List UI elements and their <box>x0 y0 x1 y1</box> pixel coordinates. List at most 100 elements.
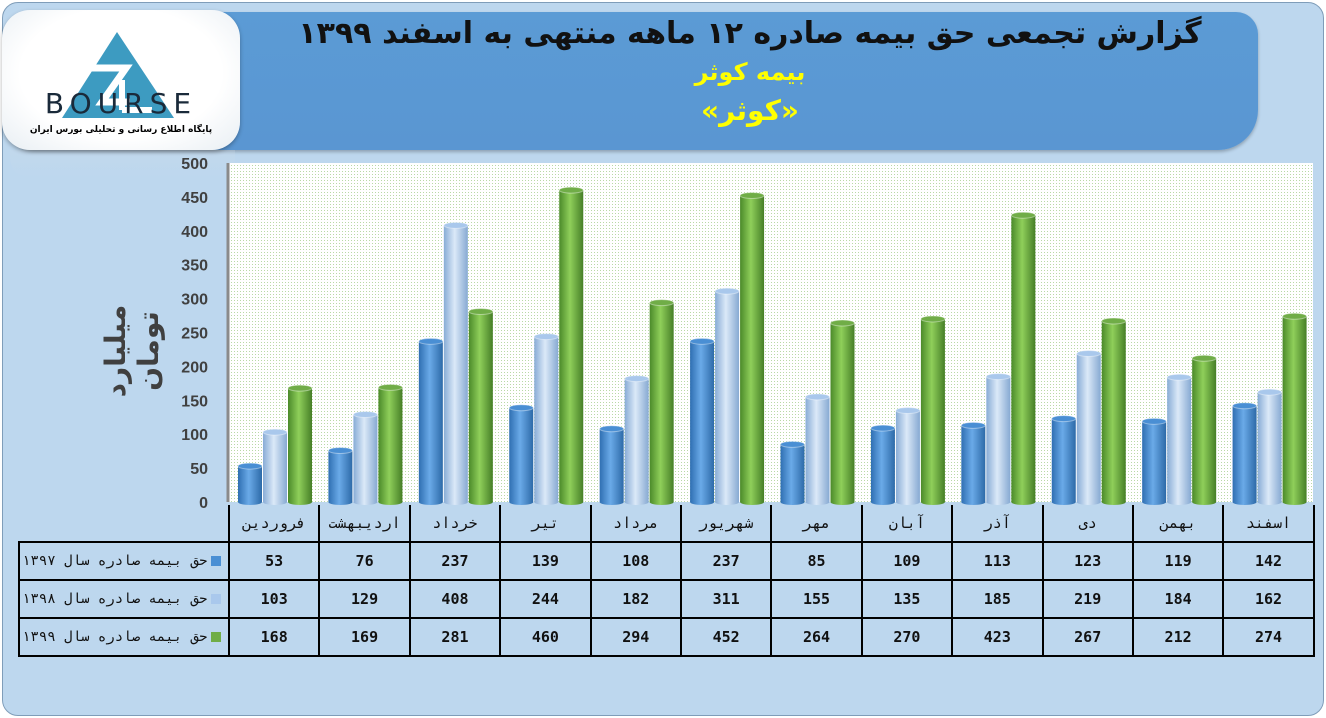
bar <box>353 414 378 502</box>
bar-base <box>690 499 715 505</box>
bar <box>1232 405 1257 502</box>
bar-series1-0 <box>262 428 288 505</box>
category-label: مهر <box>770 505 863 543</box>
bar <box>1257 392 1282 502</box>
category-label: اردیبهشت <box>318 505 411 543</box>
data-cell: 155 <box>770 579 863 619</box>
category-label: آذر <box>951 505 1044 543</box>
bar-cap <box>1101 317 1127 325</box>
y-tick-label: 300 <box>181 292 208 309</box>
bar <box>509 407 534 502</box>
bar-base <box>418 499 443 505</box>
bar <box>624 378 649 502</box>
bar <box>1282 316 1307 502</box>
bar <box>780 444 805 502</box>
bar-series2-9 <box>1101 317 1127 505</box>
y-tick-label: 350 <box>181 258 208 275</box>
bar-cap <box>377 383 403 391</box>
category-label: بهمن <box>1131 505 1225 543</box>
bar-cap <box>1076 350 1102 358</box>
data-cell: 212 <box>1131 617 1225 657</box>
bar-cap <box>960 421 986 429</box>
bar-base <box>740 499 765 505</box>
bar-series2-2 <box>468 307 494 505</box>
bar-base <box>961 499 986 505</box>
bar-base <box>353 499 378 505</box>
bar <box>418 341 443 502</box>
bar-cap <box>805 393 830 401</box>
bar <box>534 336 559 502</box>
bar-cap <box>714 287 740 295</box>
legend-label: حق بیمه صادره سال ۱۳۹۸ <box>22 591 208 607</box>
category-label: خرداد <box>408 505 502 543</box>
bar <box>1076 353 1101 502</box>
data-cell: 76 <box>318 541 411 581</box>
bar-series0-4 <box>599 425 625 505</box>
bar <box>715 291 740 502</box>
bar-series2-4 <box>649 299 675 505</box>
data-cell: 264 <box>770 617 863 657</box>
data-cell: 103 <box>227 579 321 619</box>
bar <box>1051 418 1076 502</box>
bar-base <box>509 499 534 505</box>
data-cell: 270 <box>860 617 954 657</box>
bar-series0-8 <box>960 421 986 505</box>
table-row: حق بیمه صادره سال ۱۳۹۹ 168 169 281 460 294 452… <box>18 617 1315 657</box>
bar-series2-1 <box>377 383 403 505</box>
bar-series0-11 <box>1232 402 1258 505</box>
bar-cap <box>985 373 1011 381</box>
bar-cap <box>830 319 855 327</box>
bar-series0-0 <box>237 462 263 505</box>
bar-cap <box>780 440 805 448</box>
bar-series1-11 <box>1257 388 1283 505</box>
bar-cap <box>558 186 584 194</box>
data-cell: 184 <box>1131 579 1225 619</box>
data-cell: 85 <box>770 541 863 581</box>
bar-series0-10 <box>1141 417 1167 505</box>
bar <box>263 432 287 502</box>
report-title: گزارش تجمعی حق بیمه صادره ۱۲ ماهه منتهی … <box>298 16 1202 51</box>
bar-series2-7 <box>920 315 946 505</box>
bar-cap <box>1051 415 1077 423</box>
bar-base <box>986 499 1011 505</box>
data-cell: 135 <box>860 579 954 619</box>
data-cell: 123 <box>1041 541 1134 581</box>
bar <box>1167 377 1192 502</box>
bar-series1-4 <box>624 375 650 505</box>
data-cell: 162 <box>1222 579 1315 619</box>
bar-base <box>715 499 740 505</box>
bar <box>690 341 715 502</box>
bar-cap <box>739 192 765 200</box>
category-label: فروردین <box>227 505 321 543</box>
bar-base <box>1051 499 1076 505</box>
company-symbol: «کوثر» <box>701 94 799 127</box>
bar-series2-0 <box>287 384 313 505</box>
y-tick-label: 250 <box>181 326 208 343</box>
data-cell: 237 <box>408 541 502 581</box>
bar-base <box>805 499 830 505</box>
bar-base <box>599 499 624 505</box>
bar-cap <box>649 299 675 307</box>
bar-base <box>624 499 649 505</box>
data-cell: 237 <box>679 541 773 581</box>
legend-label: حق بیمه صادره سال ۱۳۹۷ <box>22 553 208 569</box>
data-cell: 281 <box>408 617 502 657</box>
bar-cap <box>237 462 263 470</box>
bar <box>1011 215 1036 502</box>
data-cell: 168 <box>227 617 321 657</box>
bar-series0-1 <box>327 446 353 505</box>
data-cell: 460 <box>499 617 592 657</box>
bar <box>328 450 353 502</box>
data-cell: 408 <box>408 579 502 619</box>
bar-series0-5 <box>689 337 715 505</box>
bar-cap <box>1191 354 1217 362</box>
bar-cap <box>418 337 444 345</box>
bar-base <box>920 499 945 505</box>
bar-series0-7 <box>870 424 896 505</box>
bar-series1-2 <box>443 221 469 505</box>
bar-cap <box>533 333 559 341</box>
bar-cap <box>1010 211 1036 219</box>
bar <box>288 388 312 502</box>
y-tick-label: 50 <box>190 461 208 478</box>
bar-series0-3 <box>508 404 534 505</box>
